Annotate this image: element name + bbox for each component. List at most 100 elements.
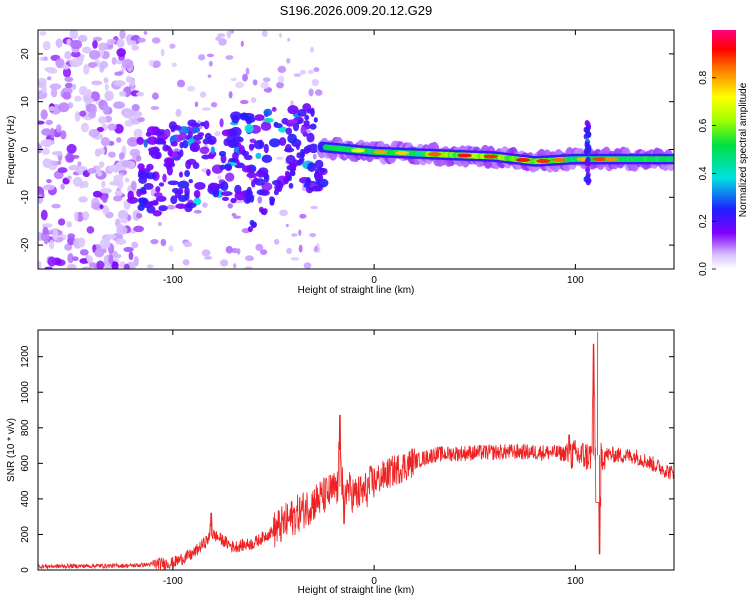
spectrogram-cluster-blob	[189, 142, 201, 153]
spectrogram-hotspot	[516, 158, 531, 162]
spectrogram-noise-blob	[96, 126, 104, 133]
spectrogram-hotspot	[457, 153, 472, 158]
spectrogram-noise-blob	[131, 104, 140, 112]
spectrogram-noise-blob	[122, 58, 134, 69]
spectrogram-noise-blob	[114, 190, 123, 197]
spectrogram-cluster-blob	[177, 187, 184, 195]
spectrogram-noise-blob	[228, 91, 233, 99]
spectrogram-noise-blob	[98, 161, 105, 168]
spectrogram-y-tick-label: -10	[20, 190, 31, 205]
spectrogram-noise-blob	[278, 33, 283, 38]
spectrogram-spike-blob	[586, 137, 589, 143]
spectrogram-noise-blob	[99, 238, 111, 250]
spectrogram-noise-blob	[96, 260, 105, 269]
spectrogram-noise-blob	[194, 101, 199, 108]
spectrogram-cluster-blob	[207, 182, 220, 191]
spectrogram-noise-blob	[236, 248, 241, 255]
snr-y-tick-label: 400	[20, 490, 31, 507]
spectrogram-noise-blob	[49, 239, 55, 250]
spectrogram-cluster-blob	[153, 192, 163, 198]
spectrogram-noise-blob	[245, 67, 250, 75]
spectrogram-cluster-blob	[261, 154, 273, 164]
spectrogram-cluster-blob	[246, 172, 258, 179]
spectrogram-noise-blob	[130, 180, 137, 191]
spectrogram-noise-blob	[62, 91, 71, 100]
spectrogram-noise-blob	[137, 37, 146, 43]
spectrogram-noise-blob	[261, 30, 268, 38]
spectrogram-noise-blob	[38, 260, 42, 269]
spectrogram-cluster-blob	[206, 168, 211, 177]
spectrogram-noise-blob	[214, 130, 221, 137]
spectrogram-noise-blob	[131, 44, 139, 51]
spectrogram-noise-blob	[199, 91, 207, 98]
spectrogram-noise-blob	[117, 209, 129, 220]
spectrogram-cluster-blob	[152, 210, 162, 217]
spectrogram-spike-blob	[585, 172, 591, 178]
spectrogram-cluster-blob	[314, 159, 324, 169]
spectrogram-noise-blob	[99, 204, 104, 210]
spectrogram-cluster-blob	[192, 126, 201, 134]
spectrogram-noise-blob	[60, 130, 67, 140]
snr-frame	[37, 329, 675, 571]
spectrogram-noise-blob	[67, 252, 74, 264]
spectrogram-noise-blob	[279, 209, 288, 217]
spectrogram-noise-blob	[47, 256, 56, 267]
spectrogram-cluster-blob	[219, 118, 224, 128]
spectrogram-noise-blob	[80, 122, 90, 133]
spectrogram-cluster-blob	[177, 180, 190, 189]
snr-y-axis-label: SNR (10 * v/v)	[6, 418, 17, 482]
spectrogram-noise-blob	[48, 105, 56, 112]
spectrogram-noise-blob	[40, 139, 52, 147]
spectrogram-noise-blob	[146, 264, 154, 269]
spectrogram-noise-blob	[102, 104, 110, 115]
snr-y-tick-label: 800	[20, 419, 31, 436]
spectrogram-noise-blob	[78, 85, 88, 96]
colorbar-tick-label: 0.8	[698, 70, 709, 84]
spectrogram-noise-blob	[86, 226, 95, 234]
spectrogram-noise-blob	[55, 38, 63, 48]
spectrogram-noise-blob	[79, 249, 89, 256]
spectrogram-noise-blob	[104, 90, 114, 102]
spectrogram-streak-blob	[273, 189, 279, 196]
spectrogram-noise-blob	[186, 85, 196, 92]
snr-series-line	[38, 331, 674, 570]
spectrogram-noise-blob	[169, 43, 176, 49]
spectrogram-spike-blob	[585, 126, 590, 135]
spectrogram-noise-blob	[103, 77, 109, 84]
spectrogram-noise-blob	[87, 167, 97, 174]
spectrogram-noise-blob	[120, 217, 129, 224]
spectrogram-hotspot	[351, 148, 365, 153]
spectrogram-noise-blob	[67, 233, 76, 239]
spectrogram-noise-blob	[168, 245, 174, 252]
spectrogram-noise-blob	[113, 195, 123, 202]
spectrogram-noise-blob	[49, 83, 62, 90]
spectrogram-noise-blob	[307, 69, 314, 75]
spectrogram-hotspot	[373, 150, 388, 155]
spectrogram-noise-blob	[57, 218, 66, 226]
spectrogram-cluster-blob	[259, 189, 270, 196]
spectrogram-noise-blob	[208, 60, 213, 67]
spectrogram-noise-blob	[38, 144, 43, 154]
spectrogram-cluster-blob	[187, 130, 193, 140]
spectrogram-cluster-blob	[287, 133, 297, 144]
spectrogram-streak-blob	[303, 148, 309, 155]
spectrogram-cluster-blob	[295, 143, 300, 151]
spectrogram-noise-blob	[64, 50, 72, 60]
spectrogram-noise-blob	[70, 51, 81, 58]
spectrogram-noise-blob	[313, 67, 320, 72]
spectrogram-hotspot	[552, 158, 567, 162]
spectrogram-noise-blob	[44, 66, 56, 73]
spectrogram-noise-blob	[277, 75, 285, 83]
spectrogram-cluster-blob	[268, 138, 281, 148]
spectrogram-noise-blob	[299, 69, 306, 75]
spectrogram-noise-blob	[166, 204, 176, 210]
spectrogram-noise-blob	[277, 65, 287, 74]
spectrogram-noise-blob	[78, 196, 88, 203]
spectrogram-noise-blob	[111, 261, 119, 269]
spectrogram-noise-blob	[231, 212, 237, 217]
spectrogram-noise-blob	[104, 83, 109, 91]
colorbar-tick-label: 0.2	[698, 214, 709, 228]
spectrogram-noise-blob	[41, 147, 51, 155]
spectrogram-cluster-blob	[309, 123, 317, 130]
spectrogram-y-tick-label: 0	[20, 146, 31, 152]
